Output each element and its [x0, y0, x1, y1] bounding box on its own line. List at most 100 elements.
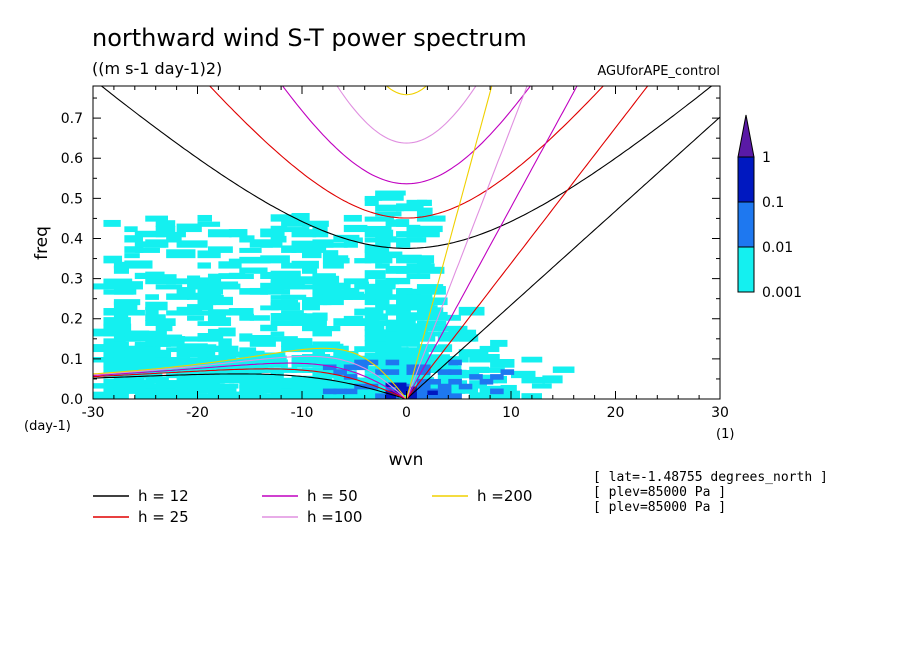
shade-cell-0p001 [103, 281, 125, 290]
shade-cell-0p001 [270, 214, 293, 222]
shade-cell-0p001 [500, 392, 517, 399]
shade-cell-0p001 [458, 387, 479, 394]
shade-cell-0p001 [312, 275, 340, 285]
shade-cell-0p001 [343, 293, 367, 300]
shade-cell-0p001 [260, 374, 278, 384]
shade-cell-0p001 [270, 331, 285, 337]
shade-cell-0p1 [396, 386, 407, 391]
shade-cell-0p001 [260, 383, 280, 389]
shade-cell-0p001 [145, 353, 167, 363]
shade-cell-0p001 [270, 270, 301, 280]
shade-cell-0p001 [207, 246, 233, 253]
shade-cell-0p001 [396, 254, 422, 264]
shade-cell-0p001 [124, 350, 152, 358]
shade-cell-0p01 [416, 393, 431, 399]
x-tick-label: 30 [711, 405, 729, 421]
shade-cell-0p001 [375, 313, 388, 321]
colorbar-box [737, 156, 755, 203]
shade-cell-0p001 [113, 261, 129, 269]
shade-cell-0p001 [375, 284, 392, 290]
shade-cell-0p001 [396, 288, 413, 295]
dispersion-curve-rossby [93, 347, 407, 399]
shade-cell-0p001 [207, 383, 226, 389]
info-line: [ plev=85000 Pa ] [593, 485, 726, 500]
shade-cell-0p001 [176, 240, 208, 248]
x-axis: -30 -20 -10 0 10 20 30 [82, 86, 729, 421]
shade-cell-0p001 [207, 328, 222, 337]
shade-cell-0p001 [416, 294, 433, 300]
shade-cell-0p001 [343, 351, 359, 358]
shade-cell-0p001 [176, 350, 202, 358]
shade-cell-0p001 [312, 348, 326, 358]
shade-cell-0p01 [416, 388, 431, 395]
shade-cell-0p01 [333, 369, 347, 375]
shade-cell-0p001 [270, 235, 287, 243]
shade-cell-0p001 [155, 387, 176, 394]
shade-cell-0p01 [333, 388, 347, 395]
x-unit-label: (1) [716, 427, 734, 442]
shade-cell-0p001 [437, 334, 458, 342]
shade-cell-0p01 [416, 369, 431, 375]
shade-cell-0p001 [364, 352, 379, 358]
shade-cell-0p001 [291, 318, 314, 326]
shade-cell-0p001 [134, 341, 153, 347]
shade-cell-0p001 [364, 339, 387, 347]
shade-cell-0p001 [416, 297, 448, 306]
shade-cell-0p001 [333, 354, 347, 363]
shade-cell-0p001 [291, 313, 307, 321]
shade-cell-0p01 [385, 369, 400, 375]
shade-cell-0p001 [302, 380, 330, 389]
dispersion-curve-kelvin [405, 86, 493, 399]
shade-cell-0p001 [270, 320, 294, 326]
shade-cell-0p001 [364, 366, 384, 373]
shade-cell-0p001 [207, 309, 232, 316]
dispersion-curve-ig [336, 86, 477, 144]
x-tick-label: 20 [607, 405, 625, 421]
shade-cell-0p001 [281, 388, 297, 394]
shade-cell-0p001 [249, 315, 270, 321]
shade-cell-0p001 [197, 297, 217, 306]
shade-cell-0p001 [312, 367, 329, 373]
shade-cell-0p001 [396, 312, 425, 321]
shade-cell-0p001 [249, 350, 265, 358]
x-tick-label: -10 [291, 405, 314, 421]
shade-cell-0p01 [448, 378, 462, 385]
shade-cell-0p001 [511, 370, 536, 379]
shade-cell-0p001 [145, 307, 159, 316]
shade-cell-0p001 [197, 375, 218, 384]
shade-cell-0p001 [406, 199, 428, 206]
shade-cell-0p001 [385, 332, 408, 342]
x-tick-label: 10 [502, 405, 520, 421]
shade-cell-0p001 [416, 335, 436, 342]
colorbar-box [737, 201, 755, 248]
shade-cell-0p01 [490, 388, 504, 395]
shade-cell-0p001 [207, 295, 224, 300]
shade-cell-0p001 [155, 351, 170, 358]
shade-cell-0p001 [396, 203, 424, 212]
shade-cell-0p001 [291, 344, 314, 353]
shade-cell-0p001 [281, 338, 313, 347]
shade-cell-0p001 [416, 199, 432, 206]
shade-cell-0p001 [375, 251, 403, 259]
shade-cell-0p001 [437, 365, 462, 373]
shade-cell-0p001 [312, 231, 329, 238]
shade-cell-0p001 [396, 366, 411, 373]
shade-cell-0p01 [469, 374, 483, 380]
shade-cell-0p001 [281, 367, 298, 373]
dispersion-curve-ig [385, 86, 428, 96]
legend-label: h =200 [477, 487, 532, 505]
chart-title: northward wind S-T power spectrum [92, 24, 527, 52]
shade-cell-0p001 [416, 228, 440, 238]
shade-cell-0p001 [333, 282, 351, 290]
shade-cell-0p001 [249, 334, 274, 342]
shade-cell-0p001 [145, 301, 168, 311]
shade-cell-0p001 [124, 299, 140, 306]
shade-cell-0p001 [176, 223, 202, 233]
shade-cell-0p01 [343, 374, 358, 380]
shade-cell-0p001 [469, 353, 500, 363]
shade-cell-0p001 [249, 338, 276, 347]
shade-cell-0p001 [469, 380, 487, 389]
shade-cell-0p01 [500, 369, 515, 375]
info-line: [ plev=85000 Pa ] [593, 500, 726, 515]
shade-cell-0p001 [416, 357, 435, 363]
